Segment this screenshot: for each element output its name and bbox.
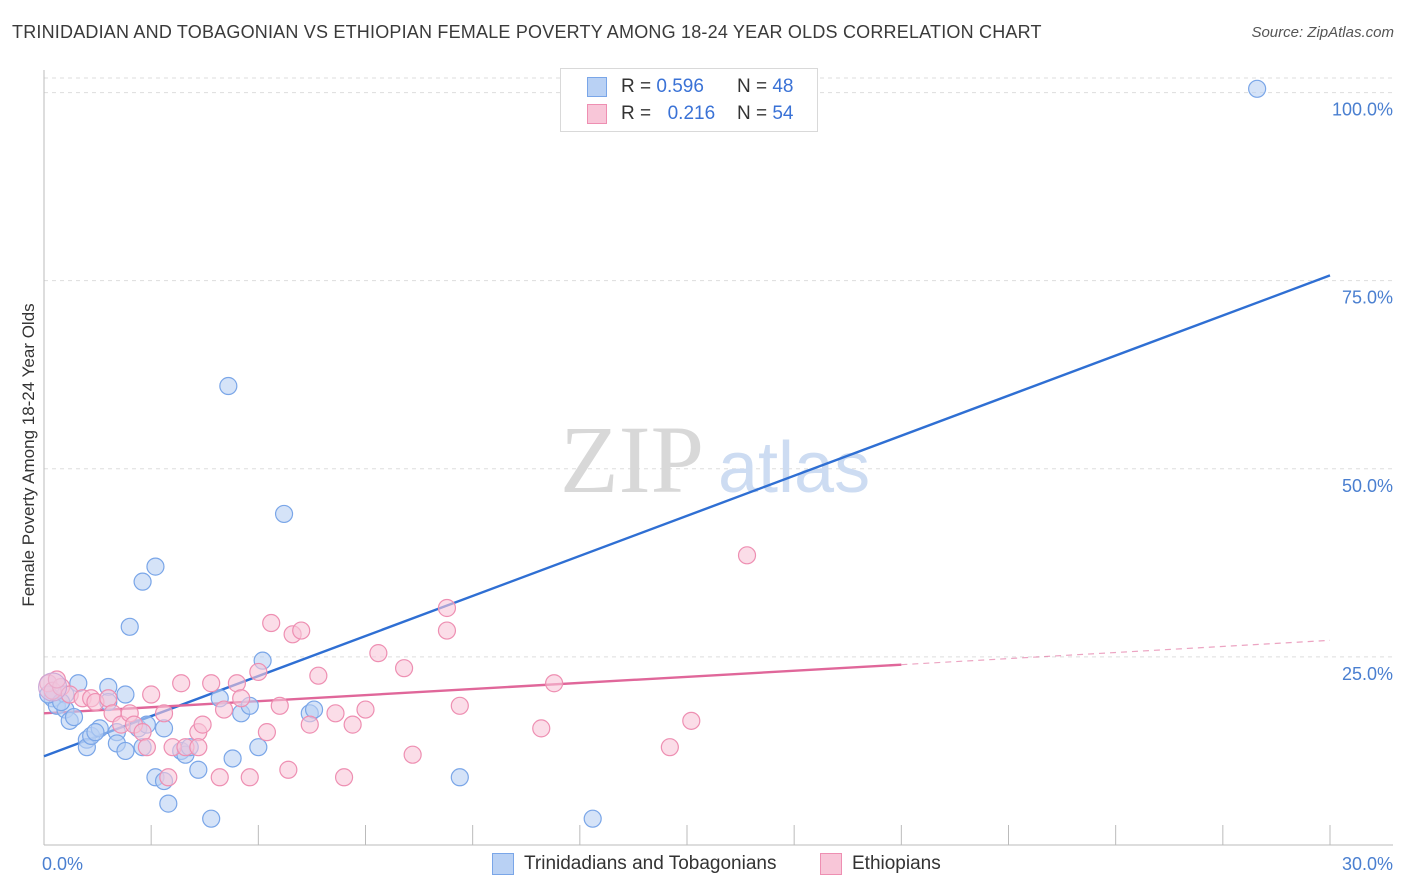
ethiopian-point	[437, 621, 457, 640]
ethiopian-point	[210, 768, 229, 787]
y-tick-label: 75.0%	[1342, 288, 1393, 308]
bottom-legend-ethiopian: Ethiopians	[820, 852, 941, 876]
ethiopian-point	[326, 704, 345, 723]
ethiopian-point	[682, 711, 701, 730]
legend-n-value: 48	[772, 76, 794, 97]
ethiopian-point	[450, 696, 469, 715]
ethiopian-point	[356, 700, 375, 719]
legend-n-value: 54	[772, 103, 794, 124]
trinidadian-point	[146, 557, 165, 576]
trend-line-ethiopian-extension	[901, 639, 1331, 666]
bottom-swatch-ethiopian	[820, 853, 842, 875]
ethiopian-point	[202, 674, 221, 693]
trinidadian-point	[189, 760, 208, 779]
ethiopian-point	[394, 659, 414, 678]
trend-line-ethiopian	[43, 663, 902, 715]
watermark-zip: ZIP	[560, 406, 704, 513]
ethiopian-point	[437, 598, 457, 618]
trinidadian-point	[450, 768, 469, 787]
bottom-legend-label: Ethiopians	[852, 853, 941, 874]
trinidadian-point	[274, 504, 294, 524]
legend-r-value: 0.216	[667, 103, 716, 124]
trinidadian-point	[86, 723, 105, 742]
ethiopian-point	[292, 621, 311, 640]
y-tick-label: 50.0%	[1342, 476, 1393, 496]
legend-swatch-ethiopian	[587, 104, 607, 124]
axes	[43, 70, 1393, 846]
source-note: Source: ZipAtlas.com	[1251, 24, 1394, 41]
bottom-legend-label: Trinidadians and Tobagonians	[524, 853, 777, 874]
legend-r-value: 0.596	[656, 76, 704, 97]
trinidadian-point	[249, 738, 268, 757]
trinidadian-point	[159, 794, 178, 813]
trinidadian-point	[583, 809, 602, 828]
bottom-swatch-trinidadian	[492, 853, 514, 875]
trinidadian-point	[120, 617, 139, 636]
data-points	[38, 79, 1267, 828]
y-tick-label: 25.0%	[1342, 664, 1393, 684]
stats-legend: R = 0.596 N = 48 R = 0.216 N = 54	[560, 68, 818, 132]
y-axis-label: Female Poverty Among 18-24 Year Olds	[19, 303, 38, 606]
x-tick-label: 0.0%	[42, 854, 83, 874]
grid-lines	[44, 77, 1393, 658]
ethiopian-point	[300, 715, 319, 734]
trinidadian-point	[223, 749, 242, 768]
cluster-point	[38, 672, 68, 702]
trinidadian-point	[116, 685, 135, 704]
legend-row-ethiopian: R = 0.216 N = 54	[587, 102, 793, 126]
ethiopian-point	[214, 700, 234, 719]
ethiopian-point	[240, 768, 259, 787]
ethiopian-point	[257, 723, 277, 742]
ethiopian-point	[369, 644, 388, 663]
ethiopian-point	[154, 704, 174, 723]
ethiopian-point	[137, 738, 156, 757]
x-tick-label: 30.0%	[1342, 854, 1393, 874]
ethiopian-point	[99, 689, 118, 708]
ethiopian-point	[193, 715, 212, 734]
trinidadian-point	[64, 707, 84, 727]
ethiopian-point	[532, 719, 551, 738]
trinidadian-point	[1248, 79, 1267, 98]
ethiopian-point	[262, 613, 281, 633]
trinidadian-point	[202, 809, 221, 828]
ethiopian-point	[660, 738, 679, 757]
trinidadian-point	[116, 741, 135, 761]
ethiopian-point	[737, 546, 757, 565]
y-tick-label: 100.0%	[1332, 100, 1393, 120]
ethiopian-point	[189, 738, 208, 757]
ethiopian-point	[334, 768, 354, 787]
tick-labels: 25.0% 50.0% 75.0% 100.0% 0.0% 30.0%	[42, 100, 1393, 874]
trinidadian-point	[133, 572, 152, 591]
ethiopian-point	[249, 662, 268, 682]
ethiopian-point	[227, 674, 246, 693]
ethiopian-point	[403, 745, 422, 764]
legend-r-label: R =	[621, 103, 652, 124]
bottom-legend-trinidadian: Trinidadians and Tobagonians	[492, 852, 776, 876]
ethiopian-point	[142, 685, 161, 704]
trinidadian-point	[304, 700, 324, 719]
ethiopian-point	[309, 666, 328, 685]
legend-n-label: N =	[736, 103, 768, 124]
legend-n-label: N =	[736, 76, 768, 97]
ethiopian-point	[232, 689, 251, 708]
legend-row-trinidadian: R = 0.596 N = 48	[587, 75, 793, 99]
ethiopian-point	[172, 674, 191, 693]
ethiopian-point	[343, 715, 362, 734]
ethiopian-point	[133, 723, 152, 742]
ethiopian-point	[159, 768, 178, 787]
trinidadian-point	[219, 376, 238, 396]
ethiopian-point	[270, 696, 289, 715]
legend-swatch-trinidadian	[587, 77, 607, 97]
ethiopian-point	[279, 760, 298, 779]
ethiopian-point	[545, 674, 564, 693]
chart-title: TRINIDADIAN AND TOBAGONIAN VS ETHIOPIAN …	[12, 22, 1042, 42]
legend-r-label: R =	[621, 76, 652, 97]
